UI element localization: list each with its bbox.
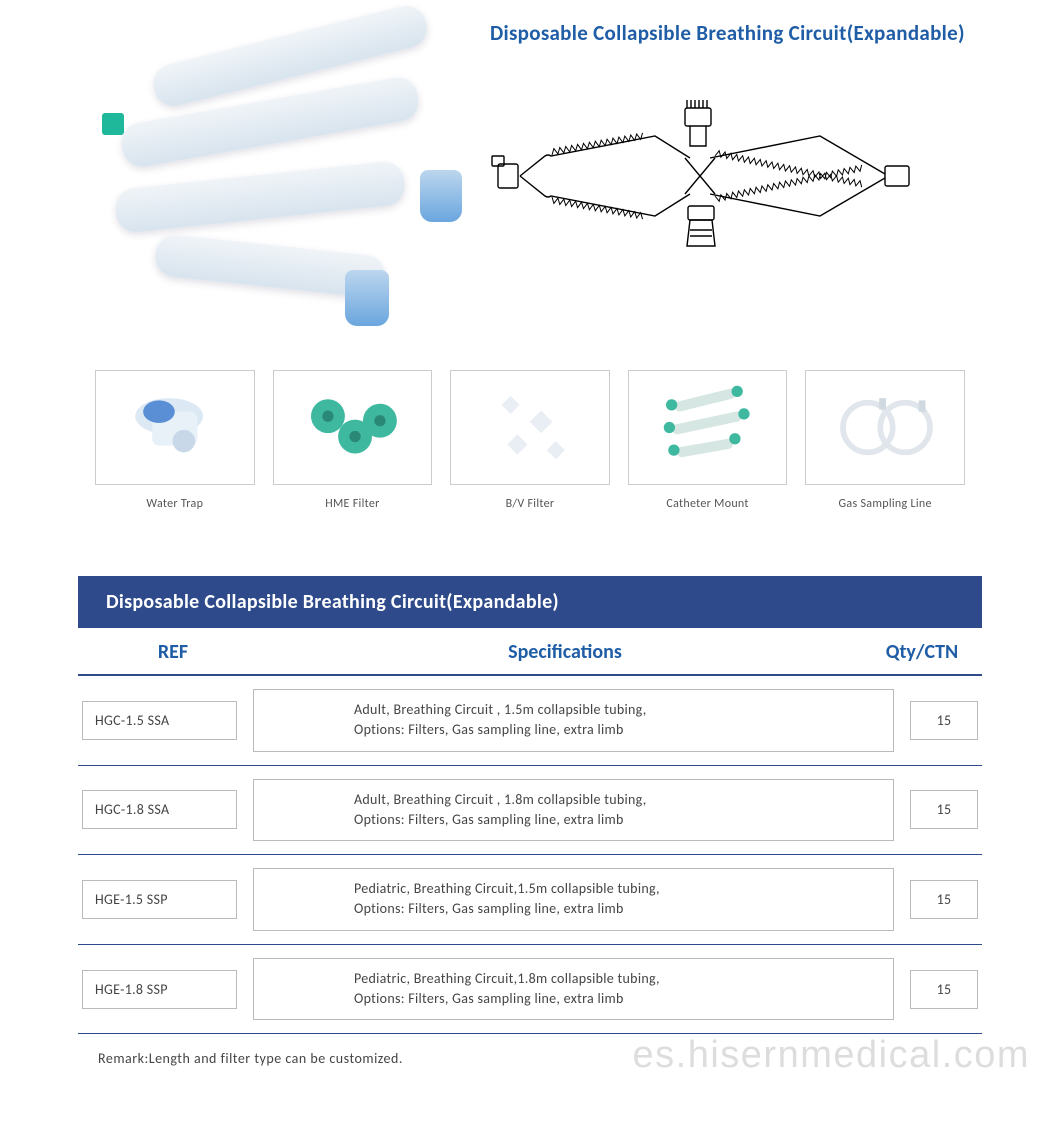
cell-qty: 15 <box>910 970 978 1009</box>
connector-green <box>102 113 124 135</box>
top-section: Disposable Collapsible Breathing Circuit… <box>0 0 1060 335</box>
watermark: es.hisernmedical.com <box>633 1034 1030 1077</box>
column-header-spec: Specifications <box>268 640 862 664</box>
thumbnail-image <box>95 370 255 485</box>
cell-ref: HGE-1.8 SSP <box>82 970 237 1009</box>
tube-illustration <box>113 160 406 234</box>
circuit-diagram <box>490 86 920 266</box>
thumbnail-label: Water Trap <box>95 497 255 511</box>
table-header-row: REF Specifications Qty/CTN <box>78 628 982 676</box>
thumbnail-label: B/V Filter <box>450 497 610 511</box>
cell-spec: Adult, Breathing Circuit , 1.5m collapsi… <box>253 689 894 752</box>
table-row: HGE-1.5 SSP Pediatric, Breathing Circuit… <box>78 855 982 945</box>
thumbnail-item: Water Trap <box>95 370 255 511</box>
page-title: Disposable Collapsible Breathing Circuit… <box>490 20 1000 46</box>
thumbnail-item: Catheter Mount <box>628 370 788 511</box>
thumbnail-image <box>628 370 788 485</box>
table-row: HGE-1.8 SSP Pediatric, Breathing Circuit… <box>78 945 982 1035</box>
table-row: HGC-1.8 SSA Adult, Breathing Circuit , 1… <box>78 766 982 856</box>
thumbnail-label: Catheter Mount <box>628 497 788 511</box>
cell-qty: 15 <box>910 790 978 829</box>
cell-qty: 15 <box>910 880 978 919</box>
thumbnail-image <box>273 370 433 485</box>
cell-ref: HGC-1.5 SSA <box>82 701 237 740</box>
product-photo <box>60 15 460 325</box>
connector-cap <box>345 270 389 326</box>
thumbnail-label: HME Filter <box>273 497 433 511</box>
column-header-ref: REF <box>78 640 268 664</box>
connector-cap <box>420 170 462 222</box>
cell-ref: HGE-1.5 SSP <box>82 880 237 919</box>
thumbnail-label: Gas Sampling Line <box>805 497 965 511</box>
cell-ref: HGC-1.8 SSA <box>82 790 237 829</box>
column-header-qty: Qty/CTN <box>862 640 982 664</box>
thumbnail-item: Gas Sampling Line <box>805 370 965 511</box>
table-row: HGC-1.5 SSA Adult, Breathing Circuit , 1… <box>78 676 982 766</box>
cell-spec: Pediatric, Breathing Circuit,1.5m collap… <box>253 868 894 931</box>
title-and-diagram: Disposable Collapsible Breathing Circuit… <box>490 15 1000 325</box>
table-banner: Disposable Collapsible Breathing Circuit… <box>78 576 982 628</box>
cell-spec: Adult, Breathing Circuit , 1.8m collapsi… <box>253 779 894 842</box>
spec-table: Disposable Collapsible Breathing Circuit… <box>0 511 1060 1067</box>
thumbnail-item: HME Filter <box>273 370 433 511</box>
thumbnail-row: Water Trap HME Filter B/V Filter Cathete… <box>0 335 1060 511</box>
thumbnail-image <box>450 370 610 485</box>
thumbnail-item: B/V Filter <box>450 370 610 511</box>
thumbnail-image <box>805 370 965 485</box>
cell-qty: 15 <box>910 701 978 740</box>
cell-spec: Pediatric, Breathing Circuit,1.8m collap… <box>253 958 894 1021</box>
